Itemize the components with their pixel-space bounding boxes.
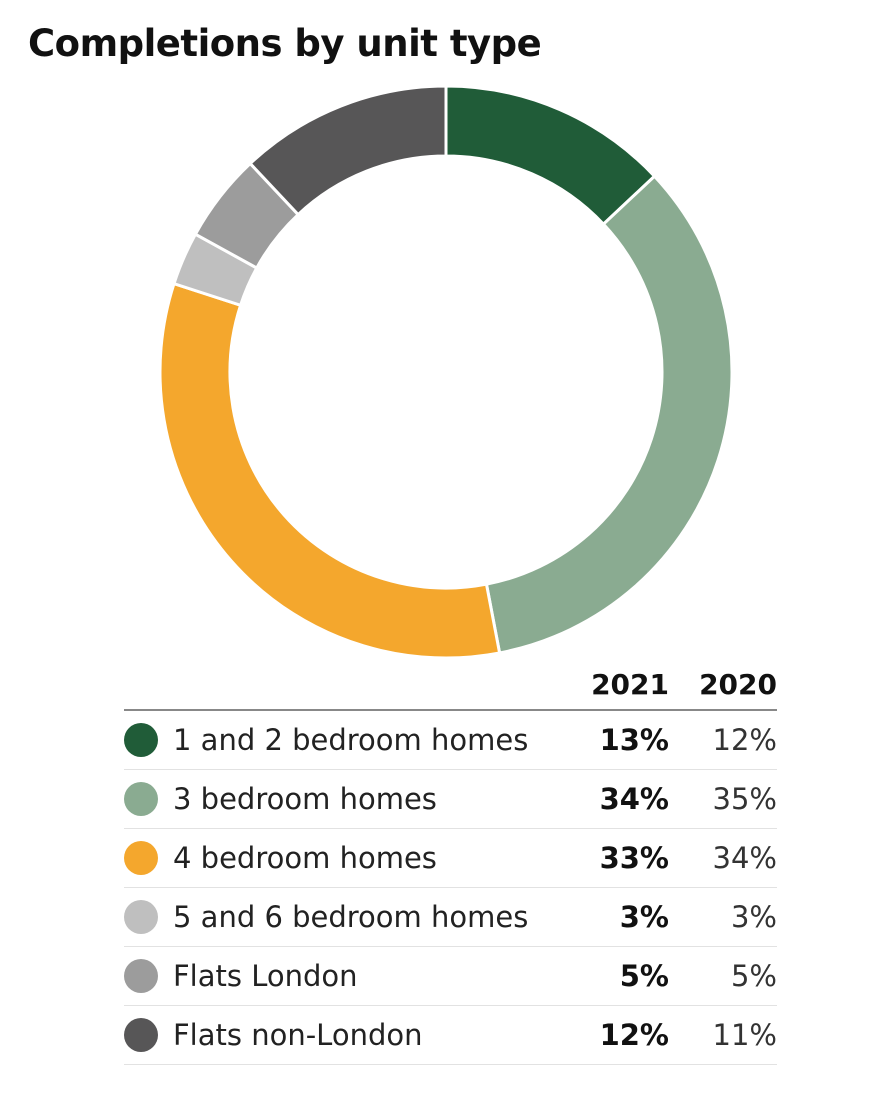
category-label: Flats non-London: [173, 1018, 423, 1052]
value-2021: 34%: [599, 782, 669, 816]
category-label: 3 bedroom homes: [173, 782, 437, 816]
donut-slice: [484, 174, 734, 655]
value-2021: 5%: [619, 959, 669, 993]
value-2020: 11%: [712, 1018, 777, 1052]
table-row: 4 bedroom homes 33% 34%: [124, 829, 777, 888]
value-2020: 12%: [712, 723, 777, 757]
column-header-2021: 2021: [591, 668, 669, 701]
value-2021: 33%: [599, 841, 669, 875]
chart-title: Completions by unit type: [28, 22, 542, 65]
legend-dot-icon: [124, 1018, 158, 1052]
table-row: 5 and 6 bedroom homes 3% 3%: [124, 888, 777, 947]
value-2020: 3%: [730, 900, 777, 934]
category-label: Flats London: [173, 959, 358, 993]
value-2020: 5%: [730, 959, 777, 993]
legend-dot-icon: [124, 723, 158, 757]
donut-slice: [158, 281, 502, 660]
value-2021: 12%: [599, 1018, 669, 1052]
value-2021: 13%: [599, 723, 669, 757]
legend-table: 2021 2020 1 and 2 bedroom homes 13% 12% 3 b…: [124, 664, 777, 1065]
value-2021: 3%: [619, 900, 669, 934]
category-label: 5 and 6 bedroom homes: [173, 900, 529, 934]
donut-chart: [158, 84, 734, 660]
table-row: Flats London 5% 5%: [124, 947, 777, 1006]
column-header-2020: 2020: [699, 668, 777, 701]
legend-dot-icon: [124, 900, 158, 934]
table-row: 3 bedroom homes 34% 35%: [124, 770, 777, 829]
table-body: 1 and 2 bedroom homes 13% 12% 3 bedroom hom…: [124, 711, 777, 1065]
category-label: 4 bedroom homes: [173, 841, 437, 875]
category-label: 1 and 2 bedroom homes: [173, 723, 529, 757]
donut-slice: [248, 84, 448, 217]
legend-dot-icon: [124, 782, 158, 816]
table-row: 1 and 2 bedroom homes 13% 12%: [124, 711, 777, 770]
legend-dot-icon: [124, 841, 158, 875]
value-2020: 34%: [712, 841, 777, 875]
table-row: Flats non-London 12% 11%: [124, 1006, 777, 1065]
value-2020: 35%: [712, 782, 777, 816]
table-header: 2021 2020: [124, 664, 777, 711]
donut-slice: [444, 84, 657, 227]
legend-dot-icon: [124, 959, 158, 993]
